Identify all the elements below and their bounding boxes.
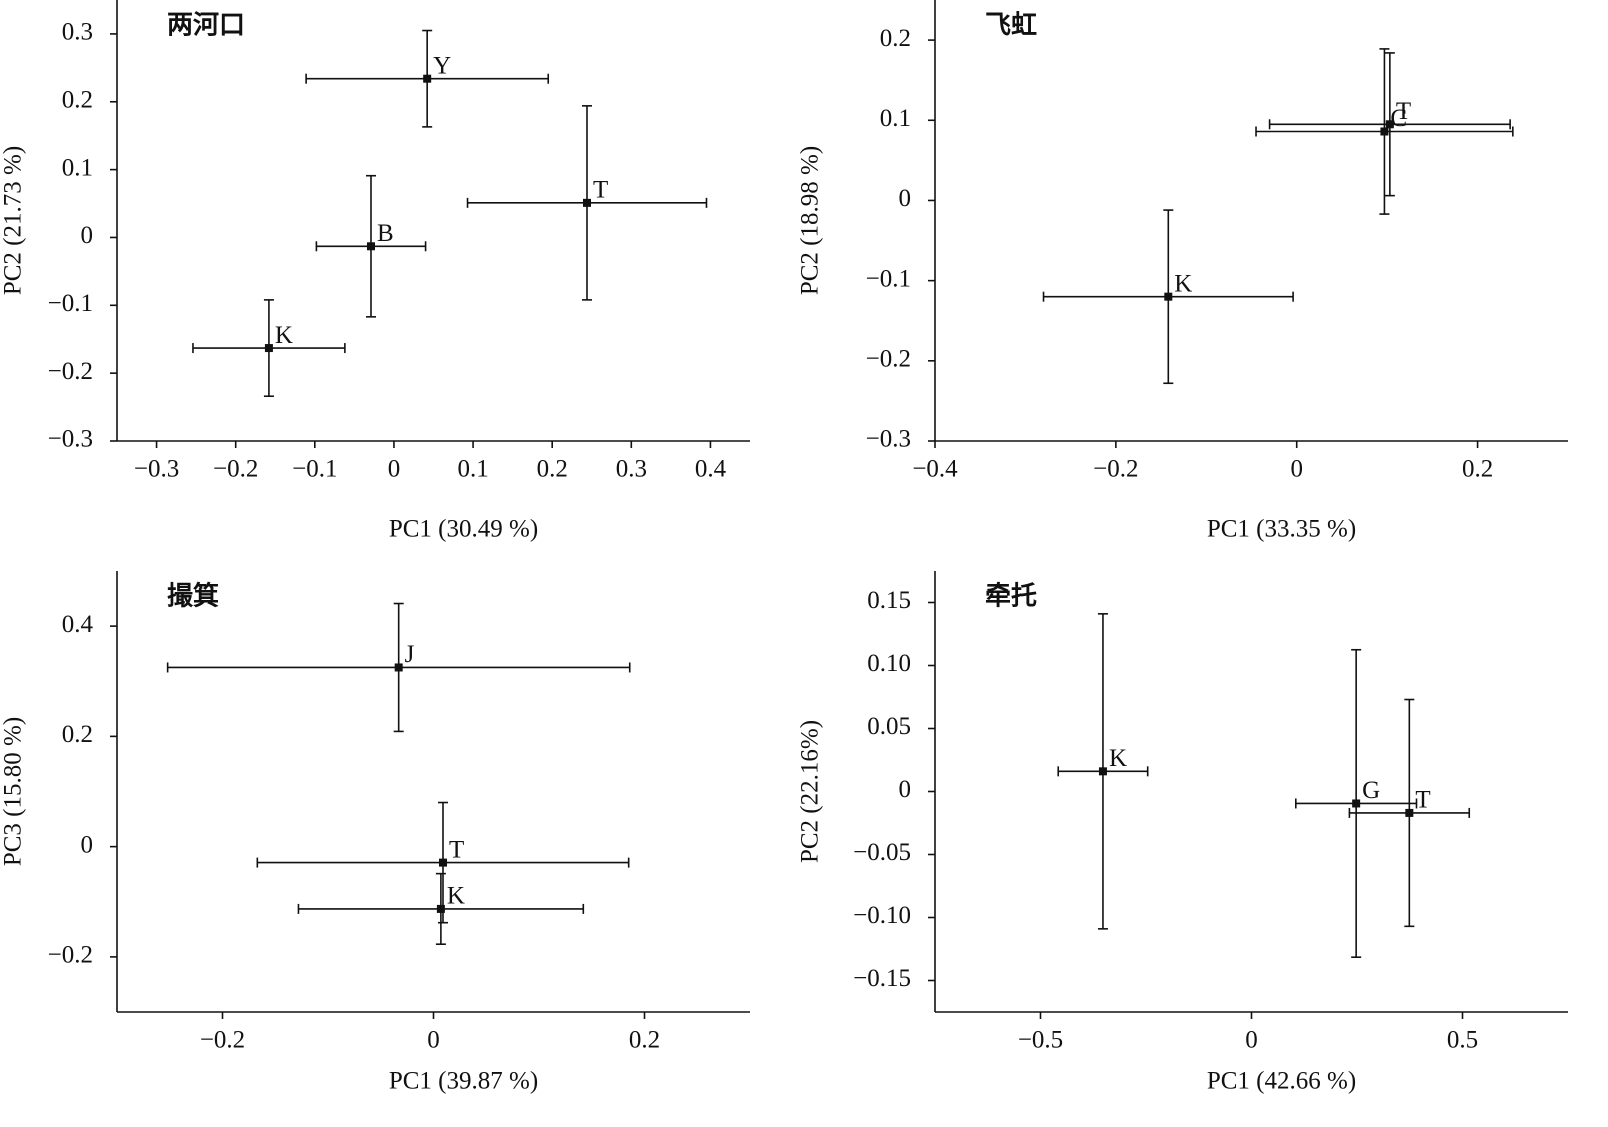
point-label: T	[593, 177, 608, 204]
point	[394, 663, 403, 672]
point-label: T	[449, 836, 464, 863]
x-tick-label: 0.5	[1447, 1027, 1478, 1054]
point	[423, 74, 432, 83]
x-tick-label: 0.2	[1462, 456, 1493, 483]
y-axis-label: PC2 (21.73 %)	[0, 146, 27, 295]
y-tick-label: 0	[899, 185, 912, 212]
y-tick-label: 0.4	[62, 611, 94, 638]
y-tick-label: 0.15	[867, 587, 911, 614]
x-axis-label: PC1 (33.35 %)	[1207, 516, 1356, 543]
point-label: K	[275, 322, 293, 349]
x-tick-label: −0.2	[1093, 456, 1138, 483]
y-tick-label: −0.2	[866, 346, 911, 373]
point	[1352, 799, 1361, 808]
y-tick-label: −0.1	[48, 290, 93, 317]
y-tick-label: 0	[899, 776, 912, 803]
point-label: K	[447, 883, 465, 910]
point	[438, 858, 447, 867]
point-label: C	[1390, 105, 1407, 132]
x-tick-label: 0	[427, 1027, 440, 1054]
point	[1164, 292, 1173, 301]
y-tick-label: 0.2	[880, 25, 911, 52]
x-axis-label: PC1 (39.87 %)	[389, 1068, 538, 1095]
point	[366, 242, 375, 251]
y-tick-label: 0	[81, 831, 94, 858]
x-tick-label: 0.1	[457, 456, 488, 483]
y-tick-label: −0.2	[48, 358, 93, 385]
panel-title: 飞虹	[985, 11, 1037, 41]
point	[1385, 120, 1394, 129]
panel-title: 两河口	[167, 11, 245, 41]
point-label: K	[1109, 745, 1127, 772]
y-tick-label: −0.3	[48, 426, 93, 453]
y-tick-label: 0.10	[867, 650, 911, 677]
x-axis-label: PC1 (30.49 %)	[389, 516, 538, 543]
x-tick-label: 0.2	[629, 1027, 660, 1054]
y-tick-label: 0.2	[62, 87, 93, 114]
point-label: B	[377, 220, 394, 247]
x-tick-label: 0	[1290, 456, 1303, 483]
point	[264, 344, 273, 353]
point	[583, 198, 592, 207]
y-tick-label: −0.10	[853, 902, 911, 929]
x-tick-label: 0	[388, 456, 401, 483]
y-axis-label: PC2 (22.16%)	[797, 720, 824, 863]
point-label: T	[1396, 98, 1411, 125]
y-tick-label: 0.1	[62, 154, 93, 181]
point-label: J	[405, 641, 415, 668]
y-tick-label: 0.1	[880, 105, 911, 132]
x-tick-label: −0.3	[134, 456, 179, 483]
x-tick-label: 0.2	[537, 456, 568, 483]
x-tick-label: −0.4	[912, 456, 958, 483]
point	[1380, 127, 1389, 136]
y-tick-label: 0	[81, 222, 94, 249]
x-tick-label: 0.4	[695, 456, 727, 483]
point-label: T	[1415, 787, 1430, 814]
y-tick-label: −0.15	[853, 965, 911, 992]
y-tick-label: 0.3	[62, 19, 93, 46]
y-tick-label: −0.05	[853, 839, 911, 866]
x-tick-label: −0.2	[213, 456, 258, 483]
point	[436, 904, 445, 913]
x-tick-label: −0.2	[200, 1027, 245, 1054]
point-label: K	[1174, 270, 1192, 297]
x-axis-label: PC1 (42.66 %)	[1207, 1068, 1356, 1095]
y-tick-label: −0.3	[866, 426, 911, 453]
y-tick-label: 0.05	[867, 713, 911, 740]
y-tick-label: −0.1	[866, 265, 911, 292]
panel-title: 撮箕	[167, 581, 219, 612]
point-label: Y	[433, 52, 451, 79]
y-axis-label: PC2 (18.98 %)	[797, 146, 824, 295]
point-label: G	[1362, 777, 1380, 804]
x-tick-label: −0.1	[292, 456, 337, 483]
point	[1098, 767, 1107, 776]
point	[1405, 808, 1414, 817]
y-axis-label: PC3 (15.80 %)	[0, 717, 27, 866]
x-tick-label: 0	[1245, 1027, 1258, 1054]
x-tick-label: −0.5	[1018, 1027, 1063, 1054]
y-tick-label: 0.2	[62, 721, 93, 748]
y-tick-label: −0.2	[48, 942, 93, 969]
x-tick-label: 0.3	[616, 456, 647, 483]
panel-title: 牵托	[985, 582, 1037, 612]
